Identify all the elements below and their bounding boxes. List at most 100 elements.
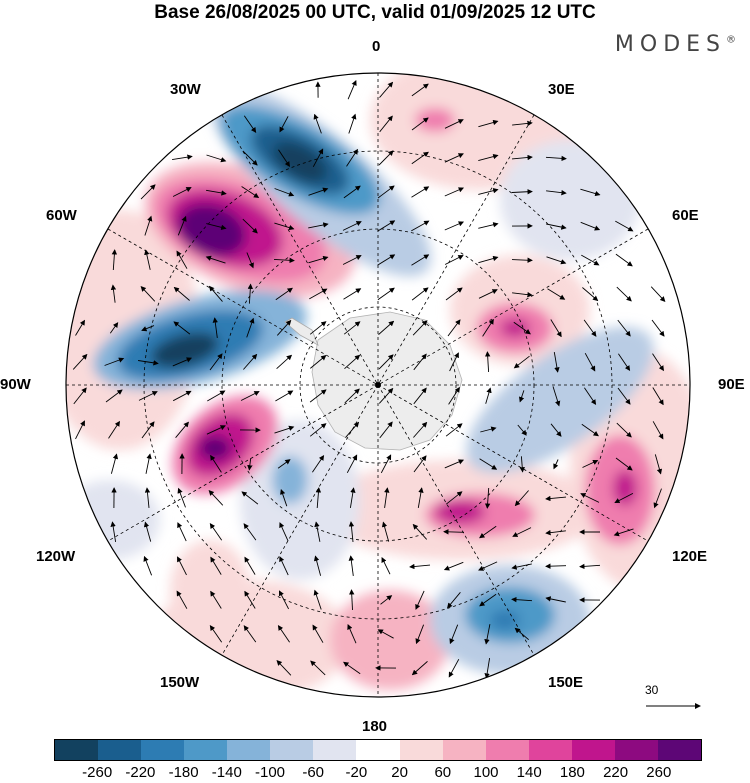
colorbar-swatch: [528, 740, 572, 760]
wind-arrow: [72, 353, 88, 370]
wind-arrow: [617, 387, 631, 405]
wind-arrow: [144, 215, 153, 236]
wind-arrow: [552, 386, 561, 407]
wind-arrow: [273, 257, 295, 264]
wind-arrow: [348, 113, 357, 134]
wind-arrow: [618, 353, 631, 372]
wind-arrow: [413, 387, 427, 405]
wind-arrow: [412, 320, 428, 336]
wind-arrow: [613, 528, 634, 537]
wind-arrow: [242, 150, 258, 166]
wind-arrow: [314, 521, 321, 542]
wind-arrow: [105, 389, 123, 403]
lon-label-180: 180: [362, 718, 388, 735]
wind-arrow: [545, 495, 567, 502]
wind-arrow: [413, 353, 427, 371]
wind-arrow: [378, 387, 394, 404]
wind-arrow: [615, 220, 634, 232]
colorbar-swatch: [442, 740, 486, 760]
wind-arrow: [276, 660, 292, 676]
wind-arrow: [244, 556, 256, 575]
wind-arrow: [243, 353, 258, 370]
colorbar-swatch: [270, 740, 314, 760]
wind-arrow: [346, 148, 358, 167]
colorbar-tick-label: -220: [125, 764, 156, 781]
wind-arrow: [583, 319, 597, 337]
wind-arrow: [279, 522, 289, 542]
wind-arrow: [210, 454, 222, 473]
wind-arrow: [411, 186, 430, 198]
wind-arrow: [177, 487, 186, 508]
wind-arrow: [652, 353, 664, 372]
wind-arrow: [342, 221, 362, 231]
wind-arrow: [210, 556, 222, 575]
wind-arrow: [344, 354, 361, 370]
wind-arrow: [177, 556, 187, 576]
wind-arrow: [313, 555, 322, 576]
wind-arrow: [478, 119, 499, 128]
wind-arrow: [379, 421, 393, 439]
wind-arrow: [212, 317, 218, 338]
wind-arrow: [614, 493, 634, 504]
wind-arrow: [277, 624, 290, 643]
wind-arrow: [478, 561, 498, 571]
colorbar-swatch: [571, 740, 615, 760]
wind-arrow: [141, 421, 155, 439]
wind-arrow: [108, 420, 120, 439]
wind-arrow: [411, 117, 429, 131]
wind-arrow: [379, 115, 393, 133]
wind-arrow: [279, 116, 289, 133]
wind-arrow: [617, 319, 631, 337]
wind-arrow: [110, 453, 119, 474]
wind-arrow: [652, 421, 664, 440]
wind-arrow: [276, 319, 292, 336]
reference-vector-label: 30: [645, 683, 659, 697]
colorbar-tick-label: 60: [434, 764, 452, 781]
wind-arrow: [73, 387, 87, 405]
wind-arrow: [104, 357, 125, 366]
wind-arrow: [616, 286, 632, 302]
wind-arrow: [75, 420, 85, 440]
wind-arrow: [546, 256, 567, 265]
wind-arrow: [484, 624, 491, 645]
lon-label-30e: 30E: [548, 81, 575, 98]
wind-arrow: [443, 561, 464, 571]
wind-arrow: [650, 286, 666, 302]
wind-arrow: [205, 255, 226, 264]
wind-arrow: [276, 354, 293, 370]
wind-arrow: [275, 287, 293, 301]
wind-arrow: [206, 154, 227, 163]
wind-arrow: [208, 285, 223, 302]
wind-arrow: [309, 423, 327, 437]
wind-arrow: [308, 222, 329, 229]
colorbar-swatch: [184, 740, 228, 760]
wind-arrow: [278, 149, 290, 168]
polar-map: [65, 72, 701, 709]
wind-arrow: [415, 590, 425, 610]
wind-arrow: [309, 389, 327, 403]
wind-arrow: [482, 318, 494, 337]
wind-arrow: [206, 223, 227, 230]
wind-arrow: [110, 521, 117, 542]
wind-arrow: [582, 287, 599, 302]
wind-arrow: [138, 360, 159, 366]
wind-arrow: [485, 387, 492, 404]
brand-logo: MODES®: [615, 32, 736, 57]
wind-arrow: [411, 254, 430, 266]
wind-arrow: [378, 354, 394, 370]
wind-arrow: [579, 563, 601, 570]
wind-arrow: [349, 589, 355, 611]
wind-arrow: [652, 387, 664, 406]
lon-label-120w: 120W: [36, 548, 76, 565]
wind-arrow: [177, 522, 187, 542]
wind-arrow: [172, 187, 192, 197]
wind-arrow: [447, 319, 461, 337]
wind-arrow: [651, 319, 665, 337]
colorbar-swatch: [313, 740, 357, 760]
wind-arrow: [246, 252, 254, 269]
wind-arrow: [381, 521, 390, 542]
wind-arrow: [110, 284, 117, 303]
wind-arrow: [478, 255, 499, 264]
wind-arrow: [615, 457, 633, 471]
wind-arrow: [484, 487, 491, 509]
